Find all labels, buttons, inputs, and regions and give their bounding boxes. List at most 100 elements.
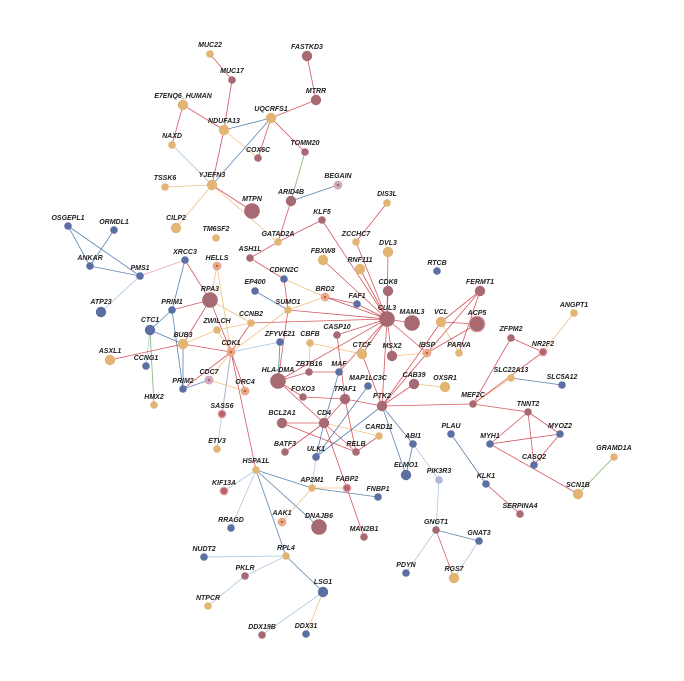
node-scn1b[interactable] bbox=[572, 488, 584, 500]
node-myoz2[interactable] bbox=[556, 430, 564, 438]
node-cdkn2c[interactable] bbox=[280, 275, 288, 283]
node-xrcc3[interactable] bbox=[181, 256, 189, 264]
node-ulk1[interactable] bbox=[312, 453, 320, 461]
node-zwilch[interactable] bbox=[213, 326, 221, 334]
node-slc5a12[interactable] bbox=[558, 381, 566, 389]
node-ctc1[interactable] bbox=[144, 324, 156, 336]
node-elmo1[interactable] bbox=[400, 469, 412, 481]
node-prim2[interactable] bbox=[179, 385, 187, 393]
node-foxo3[interactable] bbox=[299, 393, 307, 401]
node-hla-dma[interactable] bbox=[270, 373, 286, 389]
node-ankar[interactable] bbox=[86, 262, 94, 270]
node-tnnt2[interactable] bbox=[524, 408, 532, 416]
node-tomm20[interactable] bbox=[301, 148, 309, 156]
node-gngt1[interactable] bbox=[432, 526, 440, 534]
node-pik3r3[interactable] bbox=[435, 476, 443, 484]
node-gramd1a[interactable] bbox=[610, 453, 618, 461]
node-vcl[interactable] bbox=[435, 316, 447, 328]
node-map1lc3c[interactable] bbox=[364, 382, 372, 390]
node-muc17[interactable] bbox=[228, 76, 236, 84]
node-gatad2a[interactable] bbox=[274, 238, 282, 246]
node-muc22[interactable] bbox=[206, 50, 214, 58]
node-batf3[interactable] bbox=[281, 448, 289, 456]
node-ep400[interactable] bbox=[251, 287, 259, 295]
node-card11[interactable] bbox=[375, 432, 383, 440]
node-msx2[interactable] bbox=[386, 350, 398, 362]
node-zfpm2[interactable] bbox=[507, 334, 515, 342]
node-lsg1[interactable] bbox=[317, 586, 329, 598]
node-zcchc7[interactable] bbox=[352, 238, 360, 246]
node-mtrr[interactable] bbox=[310, 94, 322, 106]
node-etv3[interactable] bbox=[213, 445, 221, 453]
node-gnat3[interactable] bbox=[475, 537, 483, 545]
node-naxd[interactable] bbox=[168, 141, 176, 149]
node-ccng1[interactable] bbox=[142, 362, 150, 370]
node-rgs7[interactable] bbox=[448, 572, 460, 584]
node-yjefn3[interactable] bbox=[206, 179, 218, 191]
node-casq2[interactable] bbox=[530, 461, 538, 469]
node-sumo1[interactable] bbox=[284, 306, 292, 314]
node-e7enq6[interactable] bbox=[177, 99, 189, 111]
node-ptk2[interactable] bbox=[376, 400, 388, 412]
node-pms1[interactable] bbox=[136, 272, 144, 280]
node-ddx31[interactable] bbox=[302, 630, 310, 638]
node-hmx2[interactable] bbox=[150, 401, 158, 409]
node-cilp2[interactable] bbox=[170, 222, 182, 234]
node-ddx19b[interactable] bbox=[258, 631, 266, 639]
node-relb[interactable] bbox=[352, 448, 360, 456]
node-fastkd3[interactable] bbox=[301, 50, 313, 62]
node-arid4b[interactable] bbox=[285, 195, 297, 207]
node-fermt1[interactable] bbox=[474, 285, 486, 297]
node-bcl2a1[interactable] bbox=[276, 417, 288, 429]
node-cab39[interactable] bbox=[408, 378, 420, 390]
node-dis3l[interactable] bbox=[383, 199, 391, 207]
node-ccnb2[interactable] bbox=[247, 319, 255, 327]
node-bub3[interactable] bbox=[177, 338, 189, 350]
node-parva[interactable] bbox=[455, 349, 463, 357]
node-zbtb16[interactable] bbox=[305, 368, 313, 376]
node-mtpn[interactable] bbox=[244, 203, 260, 219]
node-rpl4[interactable] bbox=[282, 552, 290, 560]
node-tssk6[interactable] bbox=[161, 183, 169, 191]
node-maml3[interactable] bbox=[404, 315, 420, 331]
node-klf5[interactable] bbox=[318, 216, 326, 224]
node-ap2m1[interactable] bbox=[308, 484, 316, 492]
node-hspa1l[interactable] bbox=[252, 466, 260, 474]
node-nudt2[interactable] bbox=[200, 553, 208, 561]
node-tm6sf2[interactable] bbox=[212, 234, 220, 242]
node-serpina4[interactable] bbox=[516, 510, 524, 518]
node-uqcrfs1[interactable] bbox=[265, 112, 277, 124]
node-osgepl1[interactable] bbox=[64, 222, 72, 230]
node-asxl1[interactable] bbox=[104, 354, 116, 366]
node-rpa3[interactable] bbox=[202, 292, 218, 308]
node-ash1l[interactable] bbox=[246, 254, 254, 262]
node-prim1[interactable] bbox=[168, 306, 176, 314]
node-casp10[interactable] bbox=[333, 331, 341, 339]
node-abi1[interactable] bbox=[409, 440, 417, 448]
node-ctcf[interactable] bbox=[356, 348, 368, 360]
node-man2b1[interactable] bbox=[360, 533, 368, 541]
node-fnbp1[interactable] bbox=[374, 493, 382, 501]
node-rtcb[interactable] bbox=[433, 267, 441, 275]
node-cd4[interactable] bbox=[318, 417, 330, 429]
node-slc22a13[interactable] bbox=[507, 374, 515, 382]
node-pklr[interactable] bbox=[241, 572, 249, 580]
node-dnajb6[interactable] bbox=[311, 519, 327, 535]
node-fbxw8[interactable] bbox=[317, 254, 329, 266]
node-angpt1[interactable] bbox=[570, 309, 578, 317]
node-oxsr1[interactable] bbox=[439, 381, 451, 393]
node-klk1[interactable] bbox=[482, 480, 490, 488]
node-zfyve21[interactable] bbox=[276, 338, 284, 346]
node-pdyn[interactable] bbox=[402, 569, 410, 577]
node-mef2c[interactable] bbox=[469, 400, 477, 408]
node-cox6c[interactable] bbox=[254, 154, 262, 162]
node-myh1[interactable] bbox=[486, 440, 494, 448]
node-rragd[interactable] bbox=[227, 524, 235, 532]
node-dvl3[interactable] bbox=[382, 246, 394, 258]
node-cbfb[interactable] bbox=[306, 339, 314, 347]
node-cul3[interactable] bbox=[379, 311, 395, 327]
node-ndufa13[interactable] bbox=[218, 124, 230, 136]
node-maf[interactable] bbox=[335, 368, 343, 376]
node-rnf111[interactable] bbox=[354, 263, 366, 275]
node-faf1[interactable] bbox=[353, 300, 361, 308]
